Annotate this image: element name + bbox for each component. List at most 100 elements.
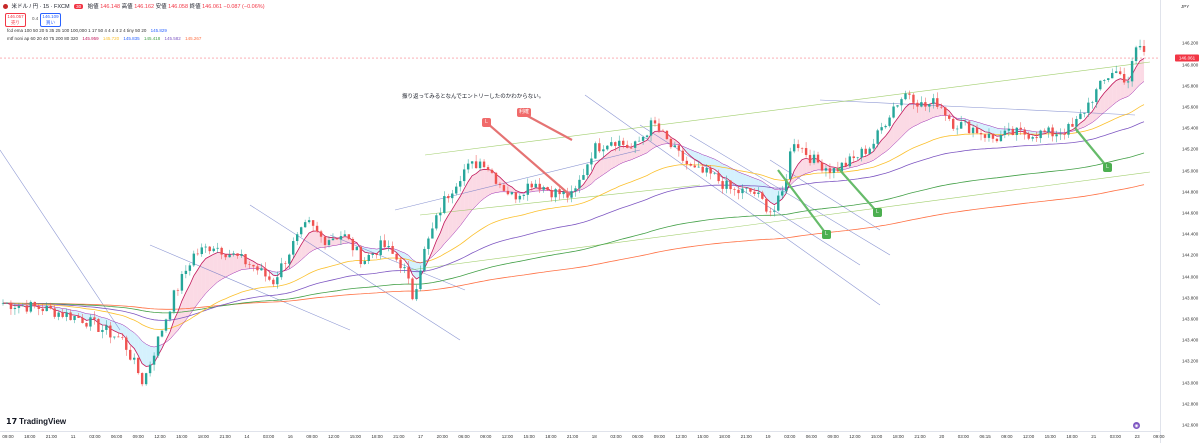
candle-body [813, 155, 815, 163]
trend-line [640, 125, 860, 265]
candle-body [980, 133, 982, 134]
time-tick-label: 12:00 [328, 434, 339, 439]
price-tick-label: 144.600 [1182, 210, 1198, 215]
candle-body [845, 163, 847, 166]
candle-body [1067, 124, 1069, 135]
candle-body [630, 148, 632, 149]
candle-body [1123, 74, 1125, 82]
chart-annotation[interactable]: 振り返ってみるとなんでエントリーしたのかわからない。 [402, 92, 544, 100]
candle-body [550, 190, 552, 197]
ema-cloud-segment [770, 187, 774, 205]
candle-body [694, 166, 696, 168]
candle-body [1099, 81, 1101, 89]
ema-cloud-segment [488, 169, 492, 195]
candle-body [411, 278, 413, 299]
candle-body [1047, 128, 1049, 133]
price-tick-label: 146.200 [1182, 41, 1198, 46]
candle-body [872, 144, 874, 149]
candle-body [523, 195, 525, 196]
candle-body [801, 148, 803, 149]
trend-line [585, 95, 880, 305]
time-tick-label: 06:00 [458, 434, 469, 439]
candle-body [861, 149, 863, 158]
candle-body [145, 373, 147, 384]
candle-body [276, 277, 278, 284]
candle-body [713, 173, 715, 174]
candle-body [928, 104, 930, 107]
candle-body [1012, 129, 1014, 135]
price-chart[interactable] [0, 0, 1160, 431]
candle-body [50, 306, 52, 309]
candle-body [542, 187, 544, 190]
trade-marker[interactable]: L [822, 230, 831, 239]
candle-body [709, 168, 711, 174]
trade-marker[interactable]: 利確 [517, 108, 531, 117]
candle-body [654, 120, 656, 123]
time-tick-label: 15:00 [176, 434, 187, 439]
candle-body [1079, 114, 1081, 119]
candle-body [22, 306, 24, 307]
ema-cloud-segment [448, 209, 452, 239]
candle-body [968, 122, 970, 134]
marker-pointer [778, 170, 827, 235]
candle-body [972, 128, 974, 133]
bell-icon[interactable]: ◉ [1133, 422, 1140, 429]
ema-cloud-segment [627, 147, 631, 161]
price-tick-label: 143.000 [1182, 380, 1198, 385]
candle-body [888, 118, 890, 126]
candle-body [638, 141, 640, 142]
time-tick-label: 23 [1135, 434, 1140, 439]
time-tick-label: 09:00 [827, 434, 838, 439]
ema-cloud-segment [186, 285, 190, 320]
candle-body [598, 143, 600, 151]
candle-body [125, 338, 127, 350]
candle-body [729, 181, 731, 189]
ema-cloud-segment [711, 158, 715, 170]
candle-body [272, 280, 274, 284]
candle-body [109, 326, 111, 338]
candle-body [892, 107, 894, 118]
candle-body [781, 191, 783, 195]
marker-pointer [1075, 128, 1108, 168]
candle-body [853, 156, 855, 158]
marker-pointer [522, 113, 572, 140]
candle-body [105, 326, 107, 330]
candle-body [435, 215, 437, 228]
candle-body [920, 102, 922, 106]
candle-body [996, 139, 998, 141]
candle-body [884, 126, 886, 127]
ema-cloud-segment [750, 177, 754, 191]
candle-body [483, 162, 485, 168]
candle-body [674, 145, 676, 147]
time-tick-label: 09:00 [1153, 434, 1164, 439]
candle-body [682, 151, 684, 161]
ema-cloud-segment [925, 104, 929, 121]
candle-body [232, 253, 234, 254]
candle-body [213, 249, 215, 251]
candle-body [81, 318, 83, 323]
candle-body [908, 94, 910, 95]
candle-body [1020, 128, 1022, 130]
candle-body [2, 303, 4, 304]
trade-marker[interactable]: L [482, 118, 491, 127]
ema-line-200 [3, 153, 1144, 313]
candle-body [773, 211, 775, 212]
trade-marker[interactable]: L [1103, 163, 1112, 172]
time-tick-label: 18:00 [24, 434, 35, 439]
candle-body [236, 253, 238, 256]
candle-body [678, 145, 680, 150]
candle-body [658, 123, 660, 130]
candle-body [1143, 46, 1145, 52]
candle-body [650, 120, 652, 135]
candle-body [590, 159, 592, 165]
ema-cloud-segment [305, 233, 309, 256]
candle-body [189, 265, 191, 270]
trade-marker[interactable]: L [873, 208, 882, 217]
candle-body [336, 239, 338, 240]
candle-body [65, 312, 67, 317]
price-tick-label: 144.200 [1182, 253, 1198, 258]
candle-body [30, 302, 32, 312]
price-tick-label: 145.400 [1182, 126, 1198, 131]
ema-cloud-segment [146, 344, 150, 366]
